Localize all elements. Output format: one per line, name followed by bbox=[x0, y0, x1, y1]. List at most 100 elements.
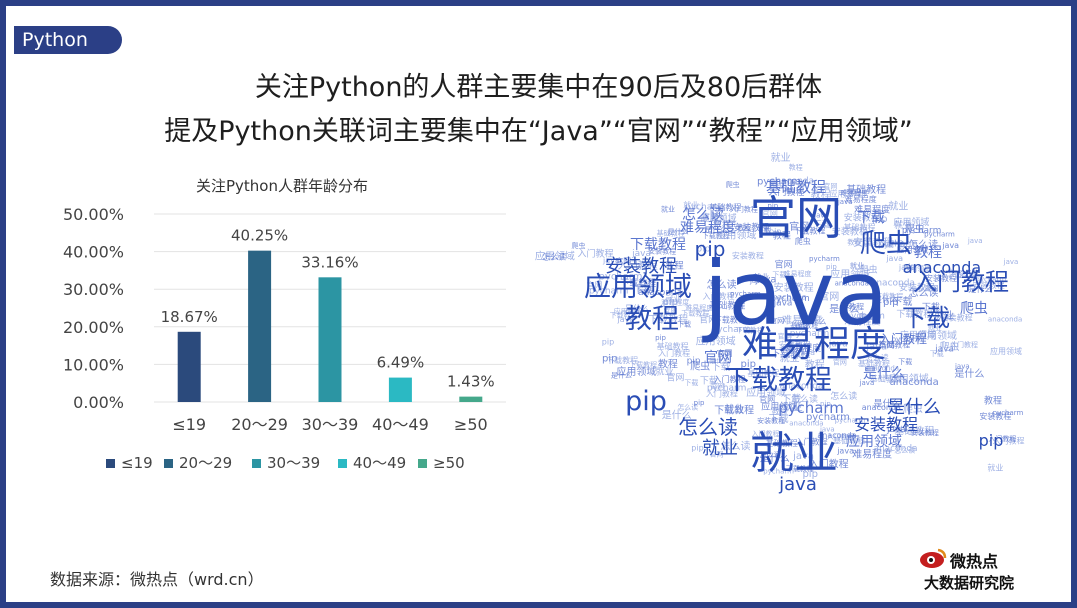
word-cloud-word: 怎么读 bbox=[865, 352, 889, 362]
word-cloud-word: 基础教程 bbox=[833, 436, 865, 446]
data-source-note: 数据来源：微热点（wrd.cn） bbox=[50, 570, 264, 589]
word-cloud-word: pycharm bbox=[806, 412, 850, 423]
word-cloud-word: 下载教程 bbox=[648, 313, 688, 326]
word-cloud-word: 就业 bbox=[655, 365, 673, 377]
word-cloud-word: 就业 bbox=[702, 438, 738, 459]
word-cloud-word: 下载 bbox=[700, 375, 718, 387]
word-cloud-word: pycharm bbox=[902, 226, 942, 236]
word-cloud-word: 教程 bbox=[914, 245, 942, 261]
word-cloud-word: 官网 bbox=[717, 348, 733, 358]
word-cloud-word: java bbox=[886, 425, 906, 435]
word-cloud-word: 难易程度 bbox=[852, 447, 892, 460]
word-cloud-word: 入门教程 bbox=[714, 374, 746, 384]
word-cloud-word: pycharm bbox=[892, 336, 923, 344]
word-cloud-word: 应用领域 bbox=[903, 264, 931, 273]
logo-text-brand: 微热点 bbox=[950, 552, 999, 571]
word-cloud-word: pycharm bbox=[778, 399, 844, 417]
word-cloud-word: 安装教程 bbox=[941, 313, 973, 323]
word-cloud-word: 爬虫 bbox=[726, 180, 740, 189]
word-cloud-word: 下载教程 bbox=[606, 355, 638, 365]
word-cloud-word: 安装教程 bbox=[979, 411, 1011, 421]
word-cloud-word: 是什么 bbox=[668, 227, 689, 236]
word-cloud-word: 官网 bbox=[710, 381, 724, 390]
word-cloud-word: pip bbox=[802, 469, 817, 480]
word-cloud-word: 是什么 bbox=[709, 356, 730, 365]
slide: Python 关注Python的人群主要集中在90后及80后群体 提及Pytho… bbox=[6, 6, 1071, 602]
word-cloud-word: 教程 bbox=[625, 304, 679, 335]
word-cloud-word: 应用领域 bbox=[990, 346, 1022, 356]
word-cloud-word: 下载 bbox=[893, 296, 913, 308]
legend-swatch bbox=[418, 459, 427, 468]
word-cloud-word: 官网 bbox=[702, 212, 718, 222]
word-cloud-word: 下载 bbox=[634, 284, 652, 296]
word-cloud-word: 是什么 bbox=[873, 398, 900, 410]
word-cloud-word: 就业 bbox=[750, 428, 838, 479]
word-cloud-word: 下载教程 bbox=[714, 315, 746, 325]
word-cloud-word: 下载 bbox=[769, 413, 789, 425]
word-cloud-word: 应用领域 bbox=[614, 307, 642, 316]
word-cloud-word: 爬虫 bbox=[903, 403, 923, 415]
word-cloud-word: 官网 bbox=[924, 284, 938, 293]
word-cloud-word: pip bbox=[655, 334, 666, 342]
bar bbox=[318, 277, 342, 402]
content-canvas: 关注Python人群年龄分布 0.00% 10.00% 20.00% 30.00% 40.… bbox=[63, 151, 1025, 495]
word-cloud-word: 基础教程 bbox=[766, 438, 798, 448]
word-cloud-word: pip bbox=[602, 353, 617, 364]
word-cloud-word: pycharm bbox=[757, 177, 801, 188]
word-cloud-word: 怎么读 bbox=[760, 450, 781, 459]
word-cloud-word: 下载教程 bbox=[714, 404, 754, 417]
word-cloud-word: 入门教程 bbox=[730, 205, 758, 214]
word-cloud-word: pycharm bbox=[924, 230, 955, 238]
word-cloud-word: 教程 bbox=[658, 358, 678, 371]
word-cloud-word: pip bbox=[694, 399, 705, 407]
word-cloud-word: pycharm bbox=[790, 329, 830, 339]
word-cloud-word: 就业 bbox=[661, 205, 675, 214]
word-cloud-word: pip bbox=[820, 400, 831, 408]
word-cloud-word: java bbox=[749, 277, 765, 285]
x-tick-label: ≤19 bbox=[172, 415, 206, 434]
word-cloud-word: 下载教程 bbox=[794, 226, 826, 236]
word-cloud-word: anaconda bbox=[835, 280, 869, 288]
word-cloud-word: 难易程度 bbox=[661, 297, 689, 306]
word-cloud-word: 是什么 bbox=[968, 284, 992, 294]
word-cloud-word: 基础教程 bbox=[844, 222, 876, 232]
word-cloud-word: 是什么 bbox=[887, 397, 941, 418]
word-cloud-word: 应用领域 bbox=[535, 250, 575, 263]
x-tick-label: ≥50 bbox=[454, 415, 488, 434]
word-cloud-word: 入门教程 bbox=[703, 291, 735, 301]
word-cloud-word: 基础教程 bbox=[709, 202, 741, 212]
word-cloud-word: 入门教程 bbox=[950, 340, 978, 349]
word-cloud-word: java bbox=[865, 342, 887, 353]
word-cloud-word: 教程 bbox=[847, 237, 861, 246]
word-cloud-word: 下载 bbox=[857, 210, 885, 226]
word-cloud-word: anaconda bbox=[638, 288, 682, 298]
word-cloud-word: 官网 bbox=[762, 208, 778, 218]
word-cloud-word: 就业 bbox=[771, 151, 791, 164]
word-cloud-word: 应用领域 bbox=[701, 212, 737, 224]
x-tick-label: 30～39 bbox=[302, 415, 359, 434]
word-cloud-word: 应用领域 bbox=[746, 386, 786, 399]
word-cloud-word: 官网 bbox=[770, 316, 784, 325]
word-cloud-word: 难易程度 bbox=[742, 324, 886, 365]
word-cloud-word: 教程 bbox=[789, 162, 803, 171]
word-cloud-word: 就业 bbox=[753, 272, 769, 282]
section-tag: Python bbox=[14, 26, 122, 54]
word-cloud-word: 下载 bbox=[813, 218, 831, 230]
word-cloud-word: 难易程度 bbox=[782, 314, 822, 327]
word-cloud-word: anaconda bbox=[767, 292, 806, 301]
word-cloud-word: java bbox=[792, 451, 814, 462]
word-cloud-word: 是什么 bbox=[704, 225, 728, 235]
word-cloud-word: java bbox=[797, 348, 815, 357]
word-cloud-word: 下载教程 bbox=[771, 347, 811, 360]
bar bbox=[177, 331, 201, 402]
word-cloud-word: 怎么读 bbox=[830, 390, 857, 402]
word-cloud-word: 是什么 bbox=[625, 303, 649, 313]
word-cloud-word: 怎么读 bbox=[909, 286, 939, 299]
word-cloud-word: 安装教程 bbox=[844, 212, 880, 224]
word-cloud-word: 官网 bbox=[666, 371, 684, 383]
word-cloud-word: 下载 bbox=[711, 361, 731, 373]
word-cloud-word: java bbox=[778, 474, 817, 495]
word-cloud-word: java bbox=[859, 379, 875, 387]
word-cloud-word: anaconda bbox=[862, 403, 901, 412]
chart-title: 关注Python人群年龄分布 bbox=[196, 177, 368, 195]
